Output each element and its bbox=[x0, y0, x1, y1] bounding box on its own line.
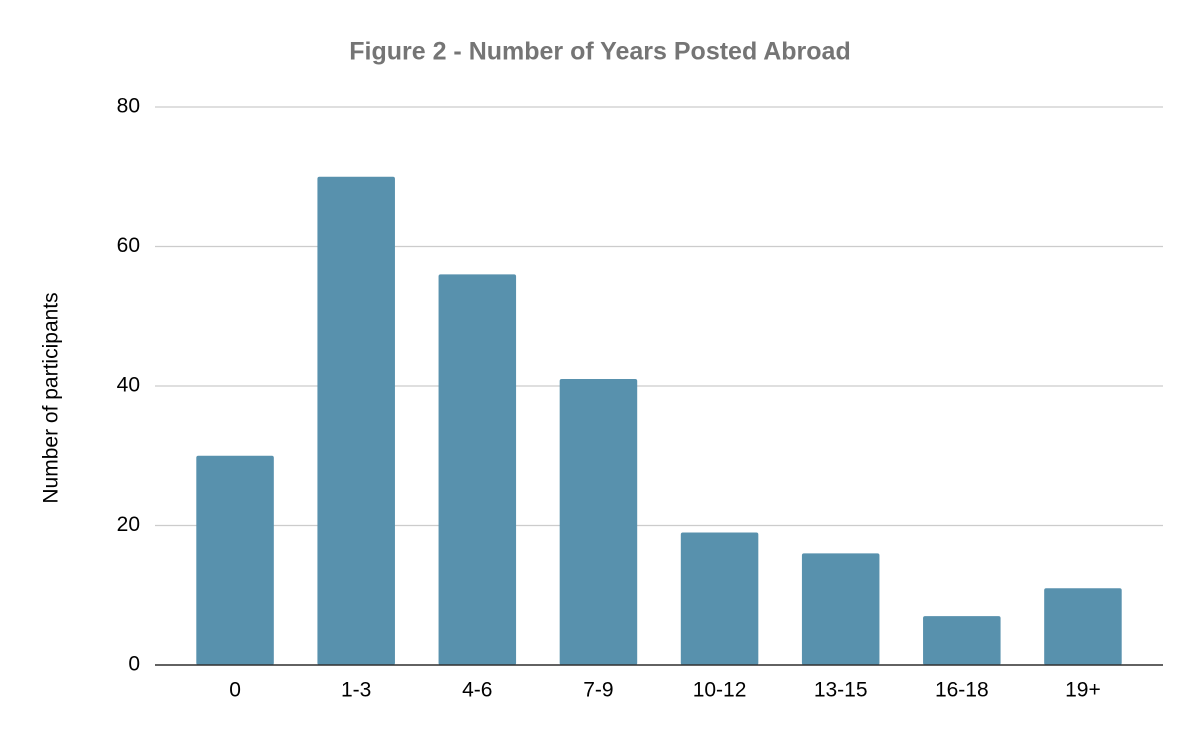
y-tick-label: 80 bbox=[117, 95, 140, 118]
x-tick-label: 7-9 bbox=[583, 679, 613, 702]
x-tick-label: 10-12 bbox=[693, 679, 747, 702]
x-tick-label: 19+ bbox=[1065, 679, 1101, 702]
x-tick-label: 4-6 bbox=[462, 679, 492, 702]
y-tick-label: 0 bbox=[128, 653, 140, 676]
bar bbox=[1044, 588, 1122, 665]
bar bbox=[196, 455, 274, 665]
y-tick-label: 40 bbox=[117, 374, 140, 397]
bar bbox=[317, 176, 395, 665]
bar bbox=[680, 532, 759, 665]
bar bbox=[438, 274, 517, 665]
y-axis-label: Number of participants bbox=[40, 292, 63, 503]
y-tick-label: 20 bbox=[117, 513, 140, 536]
bar bbox=[801, 553, 880, 665]
bar bbox=[923, 616, 1001, 665]
x-tick-label: 0 bbox=[229, 679, 241, 702]
x-tick-label: 1-3 bbox=[341, 679, 371, 702]
y-tick-label: 60 bbox=[117, 234, 140, 257]
bar bbox=[559, 379, 638, 665]
x-tick-label: 16-18 bbox=[935, 679, 989, 702]
chart-title: Figure 2 - Number of Years Posted Abroad bbox=[349, 38, 851, 66]
x-tick-label: 13-15 bbox=[814, 679, 868, 702]
